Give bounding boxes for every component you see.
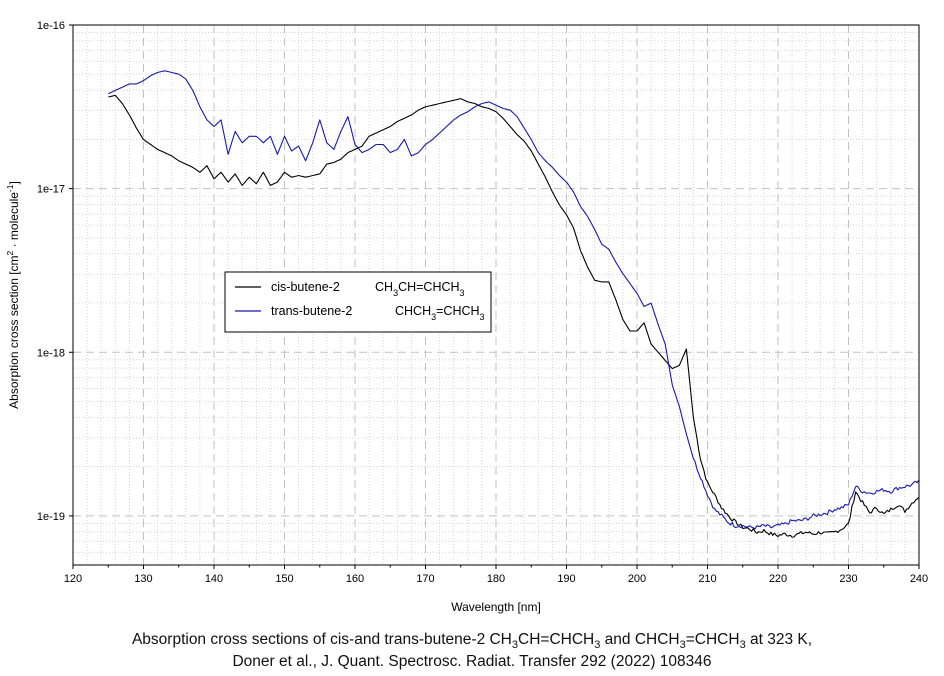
legend-label-cis-butene-2: cis-butene-2 xyxy=(271,280,340,294)
x-tick-label: 140 xyxy=(205,573,223,585)
legend-label-trans-butene-2: trans-butene-2 xyxy=(271,304,352,318)
legend-box xyxy=(224,271,492,333)
series-line-trans-butene-2 xyxy=(108,70,920,530)
series-line-cis-butene-2 xyxy=(108,94,920,538)
y-axis-title: Absorption cross section [cm2 · molecule… xyxy=(5,181,21,409)
x-tick-label: 210 xyxy=(698,573,716,585)
x-tick-label: 180 xyxy=(487,573,505,585)
x-tick-label: 200 xyxy=(628,573,646,585)
chart: 120 130 140 150 160 170 180 190 200 210 220 230 240 1… xyxy=(5,20,928,614)
x-tick-label: 190 xyxy=(557,573,575,585)
legend-formula-trans-butene-2: CHCH3=CHCH3 xyxy=(395,304,485,322)
y-tick-label: 1e-17 xyxy=(37,184,65,196)
caption-line-1: Absorption cross sections of cis-and tra… xyxy=(131,631,813,652)
y-tick-label: 1e-16 xyxy=(37,20,65,32)
x-tick-label: 170 xyxy=(416,573,434,585)
x-tick-label: 220 xyxy=(769,573,787,585)
caption-line-2: Doner et al., J. Quant. Spectrosc. Radia… xyxy=(232,653,712,670)
y-tick-label: 1e-19 xyxy=(37,511,65,523)
x-tick-label: 150 xyxy=(275,573,293,585)
x-tick-label: 240 xyxy=(910,573,928,585)
x-tick-label: 160 xyxy=(346,573,364,585)
x-tick-label: 130 xyxy=(134,573,152,585)
legend-formula-cis-butene-2: CH3CH=CHCH3 xyxy=(375,280,465,298)
x-axis-title: Wavelength [nm] xyxy=(451,600,541,614)
y-tick-label: 1e-18 xyxy=(37,347,65,359)
x-tick-label: 230 xyxy=(839,573,857,585)
x-tick-label: 120 xyxy=(64,573,82,585)
